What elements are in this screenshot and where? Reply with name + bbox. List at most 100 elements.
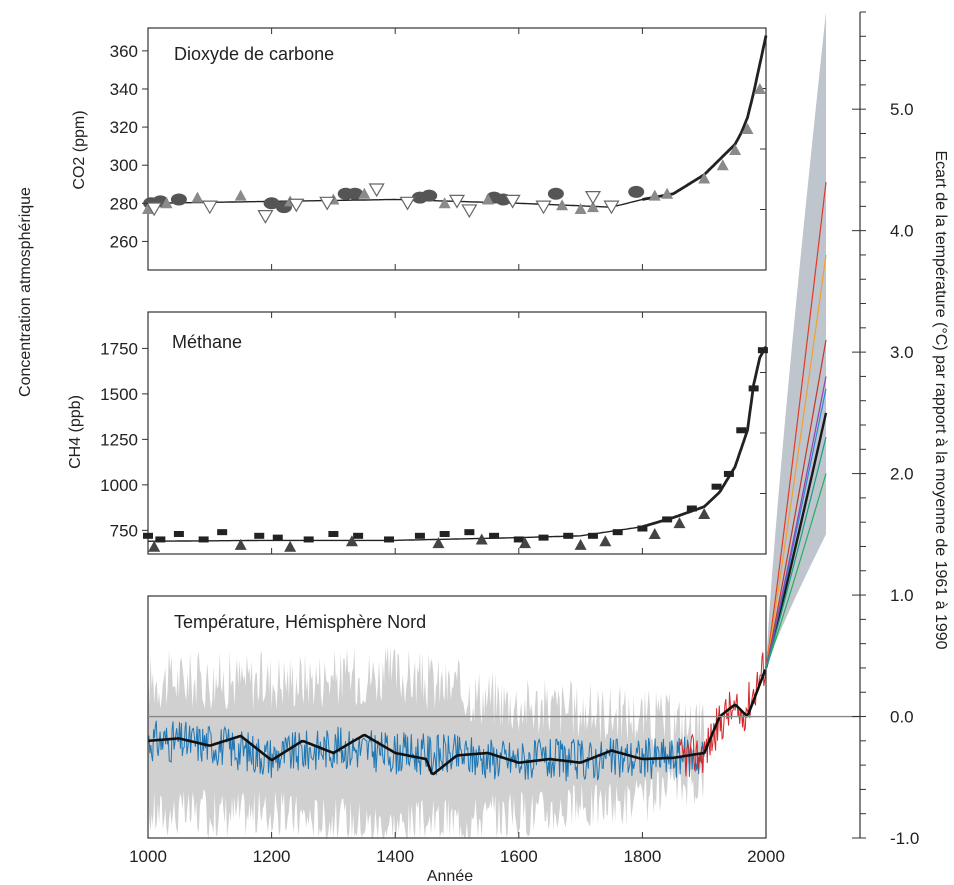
co2-data-point bbox=[753, 82, 766, 94]
co2-y-axis: 360 340 320 300 280 260 bbox=[110, 42, 148, 251]
right-axis-tick-label: 4.0 bbox=[890, 222, 914, 241]
ch4-data-point bbox=[303, 536, 314, 543]
ch4-data-point bbox=[698, 507, 711, 519]
co2-data-point bbox=[586, 201, 599, 213]
x-axis-tick-label: 2000 bbox=[747, 847, 785, 866]
temperature-smoothed-line bbox=[147, 669, 767, 776]
ch4-data-point bbox=[599, 535, 612, 547]
projection-scenario-line bbox=[764, 412, 828, 669]
ch4-data-point bbox=[432, 537, 445, 549]
projection-scenario-line bbox=[765, 339, 827, 669]
x-axis-tick-label: 1600 bbox=[500, 847, 538, 866]
ch4-data-point bbox=[513, 536, 524, 543]
co2-data-point bbox=[547, 187, 564, 200]
co2-y-tick-label: 260 bbox=[110, 232, 138, 251]
ch4-data-point bbox=[353, 532, 364, 539]
co2-data-point bbox=[535, 200, 552, 215]
co2-data-point bbox=[556, 199, 569, 211]
ch4-data-point bbox=[272, 534, 283, 541]
ch4-data-point bbox=[414, 532, 425, 539]
co2-y-tick-label: 360 bbox=[110, 42, 138, 61]
projection-uncertainty-band bbox=[766, 12, 826, 668]
co2-data-point bbox=[461, 204, 478, 219]
right-axis-tick-label: -1.0 bbox=[890, 829, 919, 848]
co2-data-point bbox=[574, 203, 587, 215]
ch4-data-point bbox=[574, 538, 587, 550]
co2-data-point bbox=[170, 193, 187, 206]
co2-data-point bbox=[368, 183, 385, 198]
ch4-data-point bbox=[748, 385, 759, 392]
temperature-plot-area bbox=[147, 645, 767, 838]
co2-data-point bbox=[234, 189, 247, 201]
x-axis-tick-label: 1000 bbox=[129, 847, 167, 866]
ch4-data-point bbox=[143, 532, 153, 539]
ch4-data-point bbox=[673, 517, 686, 529]
x-axis: 1000 1200 1400 1600 1800 2000 bbox=[129, 832, 785, 866]
temperature-uncertainty-band bbox=[148, 645, 705, 838]
x-axis-label: Année bbox=[427, 868, 473, 885]
co2-data-point bbox=[661, 187, 674, 199]
ch4-data-point bbox=[475, 533, 488, 545]
ch4-data-point bbox=[736, 427, 747, 434]
co2-data-point bbox=[584, 190, 602, 205]
co2-y-tick-label: 320 bbox=[110, 118, 138, 137]
right-axis-tick-label: 2.0 bbox=[890, 465, 914, 484]
co2-data-point bbox=[716, 159, 729, 171]
co2-data-point bbox=[263, 197, 280, 210]
co2-y-axis-label: CO2 (ppm) bbox=[71, 110, 88, 189]
ch4-data-point bbox=[612, 529, 623, 536]
ch4-y-tick-label: 1750 bbox=[100, 339, 138, 358]
ch4-data-point bbox=[711, 483, 722, 490]
right-axis-tick-label: 3.0 bbox=[890, 343, 914, 362]
ch4-data-point bbox=[662, 516, 673, 523]
co2-data-point bbox=[481, 193, 494, 205]
co2-data-point bbox=[142, 203, 154, 215]
co2-data-point bbox=[191, 191, 204, 203]
temperature-panel: Température, Hémisphère Nord bbox=[147, 595, 767, 839]
co2-data-point bbox=[648, 189, 661, 201]
co2-panel: 360 340 320 300 280 260 Dioxyde de carbone CO… bbox=[71, 27, 768, 271]
co2-data-point bbox=[257, 210, 274, 224]
co2-data-point bbox=[319, 196, 336, 211]
co2-data-point bbox=[288, 198, 305, 213]
co2-data-point bbox=[628, 185, 645, 198]
co2-panel-title: Dioxyde de carbone bbox=[174, 44, 334, 64]
co2-data-point bbox=[358, 187, 371, 199]
right-axis-ticks: 5.0 4.0 3.0 2.0 1.0 0.0 -1.0 bbox=[852, 11, 919, 848]
ch4-y-axis: 1750 1500 1250 1000 750 bbox=[100, 339, 148, 540]
ch4-data-point bbox=[345, 535, 358, 547]
co2-plot-area bbox=[142, 28, 768, 270]
x-axis-tick-label: 1400 bbox=[376, 847, 414, 866]
ch4-data-point bbox=[198, 536, 209, 543]
ch4-data-point bbox=[155, 536, 166, 543]
co2-data-point bbox=[421, 189, 438, 202]
ch4-data-point bbox=[757, 347, 768, 354]
co2-data-point bbox=[448, 194, 466, 209]
right-axis-label: Ecart de la température (°C) par rapport… bbox=[932, 150, 949, 649]
projection-fan bbox=[764, 12, 828, 669]
ch4-data-point bbox=[648, 527, 661, 539]
ch4-data-point bbox=[173, 530, 184, 537]
temperature-panel-title: Température, Hémisphère Nord bbox=[174, 612, 426, 632]
ch4-data-point bbox=[384, 536, 395, 543]
ch4-data-point bbox=[489, 532, 500, 539]
ch4-y-tick-label: 1500 bbox=[100, 385, 138, 404]
co2-y-tick-label: 280 bbox=[110, 194, 138, 213]
ch4-data-point bbox=[686, 505, 697, 512]
projection-scenario-line bbox=[765, 254, 827, 669]
ch4-data-point bbox=[234, 538, 247, 550]
ch4-data-point bbox=[284, 540, 297, 552]
temperature-reconstruction-line bbox=[147, 720, 705, 782]
ch4-data-point bbox=[439, 530, 450, 537]
co2-data-point bbox=[603, 200, 620, 215]
ch4-data-point bbox=[723, 470, 734, 477]
co2-data-point bbox=[146, 202, 163, 217]
right-axis-tick-label: 5.0 bbox=[890, 100, 914, 119]
ch4-data-point bbox=[148, 540, 161, 552]
right-axis-tick-label: 0.0 bbox=[890, 708, 914, 727]
ch4-data-point bbox=[563, 532, 574, 539]
ch4-data-point bbox=[587, 532, 598, 539]
ch4-data-point bbox=[538, 534, 549, 541]
co2-data-point bbox=[347, 187, 364, 200]
